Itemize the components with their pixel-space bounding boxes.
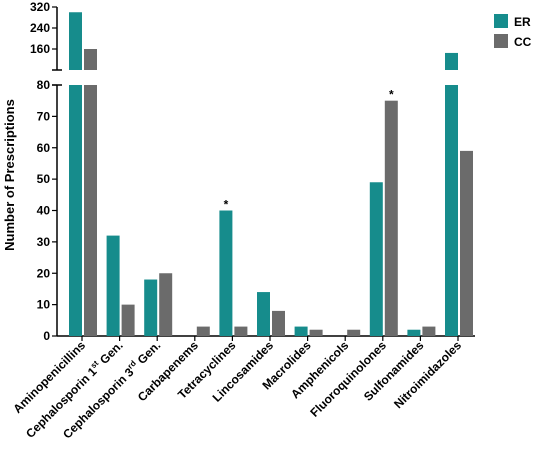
bar-er [144,279,158,336]
y-tick-label: 80 [37,78,51,92]
bars [69,12,473,336]
bar-cc-upper [84,49,97,70]
y-tick-label: 30 [37,235,51,249]
bar-er [106,235,120,336]
y-axis-title: Number of Prescriptions [2,99,17,251]
legend-label-er: ER [514,15,531,29]
annotations: ** [224,88,394,212]
y-tick-label: 320 [30,0,50,14]
bar-er-upper [445,52,458,70]
y-tick-label: 70 [37,109,51,123]
y-tick-label: 160 [30,42,50,56]
bar-cc [159,273,173,336]
bar-er [407,329,421,336]
y-tick-label: 40 [37,204,51,218]
bar-cc [460,150,473,336]
y-tick-label: 50 [37,172,51,186]
bar-er [69,85,82,336]
bar-cc [309,329,323,336]
bar-er [257,292,270,336]
significance-marker: * [389,88,394,102]
y-tick-label: 10 [37,298,51,312]
bar-cc [384,100,398,336]
bar-cc [347,329,361,336]
bar-cc [422,326,436,336]
bar-er [369,182,383,336]
bar-er-upper [69,12,82,70]
legend: ER CC [494,14,532,49]
legend-swatch-er [494,14,508,28]
bar-cc [84,85,97,336]
bar-er [219,210,233,336]
y-tick-label: 20 [37,266,51,280]
significance-marker: * [224,198,229,212]
legend-swatch-cc [494,34,508,48]
y-tick-label: 240 [30,21,50,35]
bar-er [294,326,308,336]
bar-er [445,85,458,336]
x-tick-label: Nitroimidazoles [391,338,464,411]
bar-cc [196,326,210,336]
bar-cc [121,304,135,336]
y-tick-label: 60 [37,141,51,155]
y-tick-label: 0 [43,329,50,343]
legend-label-cc: CC [514,35,532,49]
bar-cc [234,326,248,336]
bar-cc [272,310,285,336]
